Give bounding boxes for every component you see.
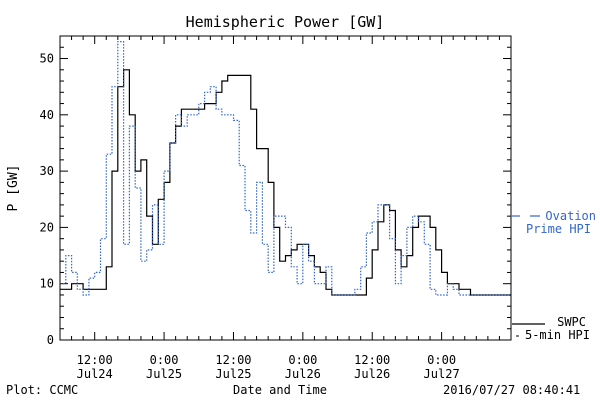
x-tick-date-label: Jul25 [146, 367, 182, 381]
y-tick-label: 20 [40, 220, 54, 234]
x-tick-time-label: 12:00 [354, 353, 390, 367]
plot-credit: Plot: CCMC [6, 383, 78, 397]
swpc-series-line [60, 69, 511, 296]
x-tick-date-label: Jul26 [285, 367, 321, 381]
chart-title: Hemispheric Power [GW] [186, 13, 385, 31]
y-tick-label: 50 [40, 52, 54, 66]
y-tick-label: 10 [40, 277, 54, 291]
y-axis-label: P [GW] [6, 165, 21, 212]
tick-marks [59, 36, 511, 341]
y-tick-label: 40 [40, 108, 54, 122]
x-tick-labels: 12:00Jul240:00Jul2512:00Jul250:00Jul2612… [77, 353, 460, 381]
x-tick-date-label: Jul27 [424, 367, 460, 381]
ovation-legend-label: Ovation [545, 209, 596, 223]
x-tick-time-label: 12:00 [77, 353, 113, 367]
swpc-legend-label: SWPC [557, 315, 586, 329]
x-tick-time-label: 0:00 [427, 353, 456, 367]
x-axis-label: Date and Time [233, 383, 327, 397]
ovation-legend-label: Prime HPI [526, 222, 591, 236]
plot-area-frame [59, 35, 512, 341]
x-tick-time-label: 0:00 [288, 353, 317, 367]
plot-timestamp: 2016/07/27 08:40:41 [443, 383, 580, 397]
x-tick-date-label: Jul24 [77, 367, 113, 381]
x-tick-date-label: Jul25 [215, 367, 251, 381]
y-tick-labels: 0 10 20 30 40 50 [40, 52, 54, 347]
ovation-series-line [60, 41, 511, 296]
x-tick-date-label: Jul26 [354, 367, 390, 381]
x-tick-time-label: 0:00 [150, 353, 179, 367]
x-tick-time-label: 12:00 [215, 353, 251, 367]
swpc-legend-label: 5-min HPI [525, 328, 590, 342]
y-tick-label: 30 [40, 164, 54, 178]
y-tick-label: 0 [47, 333, 54, 347]
data-series [60, 41, 511, 296]
